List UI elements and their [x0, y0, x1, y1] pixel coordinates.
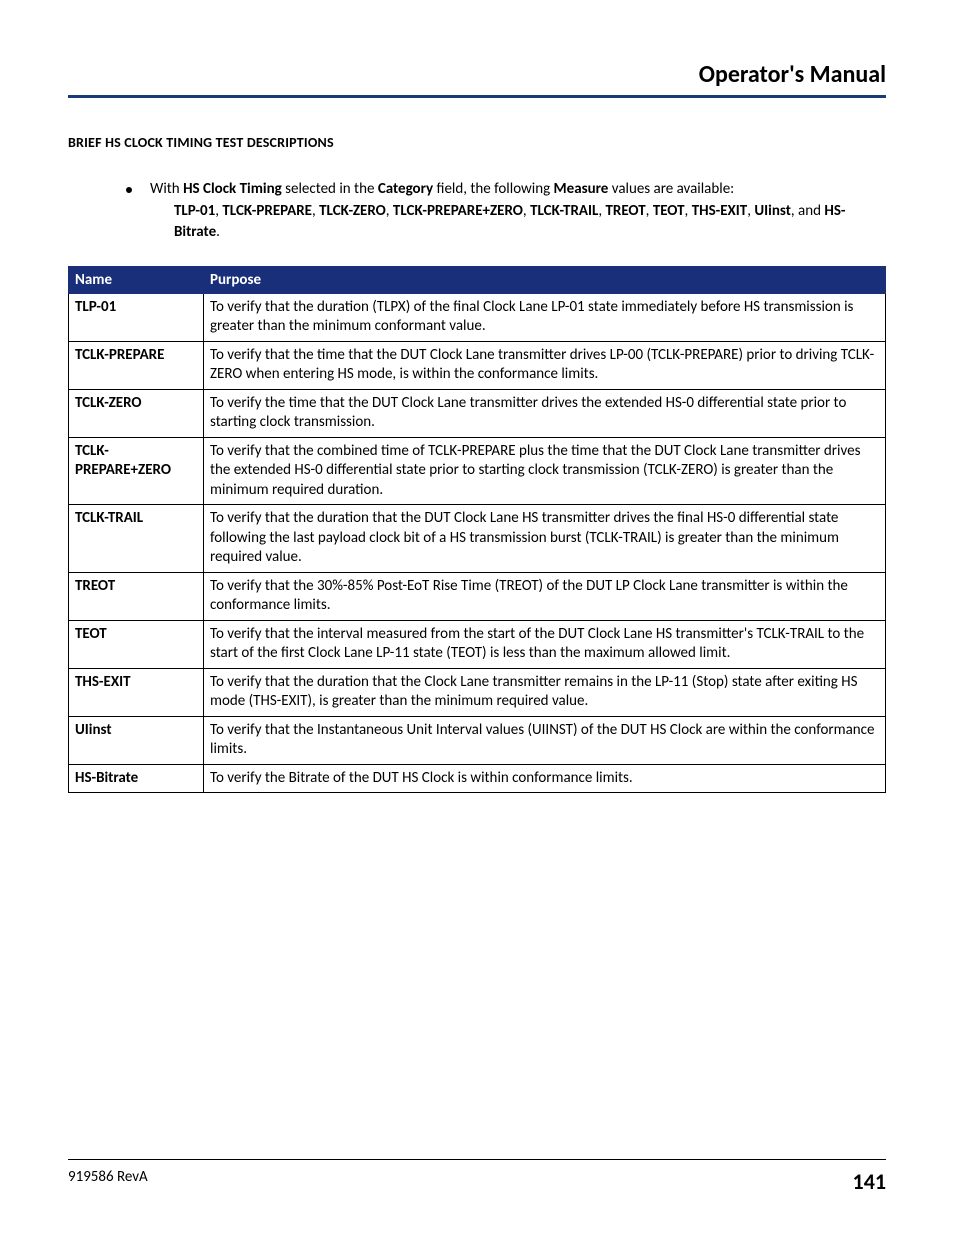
- measure-item: TLCK-PREPARE+ZERO: [393, 202, 523, 220]
- header-rule: [68, 95, 886, 98]
- col-header-purpose: Purpose: [204, 266, 886, 293]
- cell-purpose: To verify the time that the DUT Clock La…: [204, 389, 886, 437]
- table-row: HS-BitrateTo verify the Bitrate of the D…: [69, 764, 886, 793]
- doc-id: 919586 RevA: [68, 1168, 148, 1195]
- sep: , and: [791, 202, 824, 220]
- intro-bold: Category: [378, 180, 433, 198]
- cell-purpose: To verify that the Instantaneous Unit In…: [204, 716, 886, 764]
- table-row: THS-EXITTo verify that the duration that…: [69, 668, 886, 716]
- table-row: TCLK-TRAILTo verify that the duration th…: [69, 505, 886, 573]
- page-header-title: Operator's Manual: [68, 60, 886, 95]
- measure-item: TREOT: [605, 202, 645, 220]
- measure-item: TEOT: [653, 202, 685, 220]
- intro-text: field, the following: [433, 180, 553, 198]
- definitions-table: Name Purpose TLP-01To verify that the du…: [68, 266, 886, 794]
- intro-bullet: With HS Clock Timing selected in the Cat…: [126, 179, 886, 242]
- intro-text: With: [150, 180, 183, 198]
- measure-item: TLCK-TRAIL: [530, 202, 598, 220]
- intro-bullet-text: With HS Clock Timing selected in the Cat…: [150, 179, 886, 242]
- measure-item: THS-EXIT: [692, 202, 748, 220]
- measure-item: TLCK-ZERO: [319, 202, 386, 220]
- cell-name: TCLK-TRAIL: [69, 505, 204, 573]
- cell-purpose: To verify that the duration that the Clo…: [204, 668, 886, 716]
- bullet-icon: [126, 187, 132, 193]
- sep: .: [216, 223, 220, 241]
- col-header-name: Name: [69, 266, 204, 293]
- footer-row: 919586 RevA 141: [68, 1168, 886, 1195]
- measure-item: TLP-01: [174, 202, 215, 220]
- cell-name: HS-Bitrate: [69, 764, 204, 793]
- intro-text: values are available:: [608, 180, 734, 198]
- cell-purpose: To verify that the time that the DUT Clo…: [204, 341, 886, 389]
- cell-name: UIinst: [69, 716, 204, 764]
- cell-purpose: To verify that the duration that the DUT…: [204, 505, 886, 573]
- cell-purpose: To verify that the interval measured fro…: [204, 620, 886, 668]
- cell-name: TLP-01: [69, 293, 204, 341]
- measure-item: TLCK-PREPARE: [222, 202, 312, 220]
- cell-name: THS-EXIT: [69, 668, 204, 716]
- table-row: UIinstTo verify that the Instantaneous U…: [69, 716, 886, 764]
- table-row: TEOTTo verify that the interval measured…: [69, 620, 886, 668]
- cell-name: TCLK-ZERO: [69, 389, 204, 437]
- footer-rule: [68, 1159, 886, 1160]
- cell-purpose: To verify that the duration (TLPX) of th…: [204, 293, 886, 341]
- sep: ,: [386, 202, 393, 220]
- intro-bold: HS Clock Timing: [183, 180, 282, 198]
- cell-name: TEOT: [69, 620, 204, 668]
- cell-name: TCLK-PREPARE: [69, 341, 204, 389]
- table-row: TLP-01To verify that the duration (TLPX)…: [69, 293, 886, 341]
- sep: ,: [646, 202, 653, 220]
- sep: ,: [685, 202, 692, 220]
- intro-bold: Measure: [554, 180, 609, 198]
- page-footer: 919586 RevA 141: [68, 1159, 886, 1195]
- cell-purpose: To verify the Bitrate of the DUT HS Cloc…: [204, 764, 886, 793]
- page-number: 141: [853, 1168, 886, 1195]
- intro-text: selected in the: [282, 180, 378, 198]
- table-row: TCLK-PREPARETo verify that the time that…: [69, 341, 886, 389]
- intro-block: With HS Clock Timing selected in the Cat…: [68, 179, 886, 246]
- table-row: TREOTTo verify that the 30%-85% Post-EoT…: [69, 572, 886, 620]
- cell-name: TCLK-PREPARE+ZERO: [69, 437, 204, 505]
- cell-purpose: To verify that the combined time of TCLK…: [204, 437, 886, 505]
- measure-list: TLP-01, TLCK-PREPARE, TLCK-ZERO, TLCK-PR…: [174, 201, 886, 242]
- measure-item: UIinst: [754, 202, 791, 220]
- sep: ,: [523, 202, 530, 220]
- cell-purpose: To verify that the 30%-85% Post-EoT Rise…: [204, 572, 886, 620]
- page: Operator's Manual BRIEF HS CLOCK TIMING …: [0, 0, 954, 1235]
- section-heading: BRIEF HS CLOCK TIMING TEST DESCRIPTIONS: [68, 134, 886, 151]
- spacer: [68, 793, 886, 1119]
- table-header-row: Name Purpose: [69, 266, 886, 293]
- cell-name: TREOT: [69, 572, 204, 620]
- table-row: TCLK-ZEROTo verify the time that the DUT…: [69, 389, 886, 437]
- table-row: TCLK-PREPARE+ZEROTo verify that the comb…: [69, 437, 886, 505]
